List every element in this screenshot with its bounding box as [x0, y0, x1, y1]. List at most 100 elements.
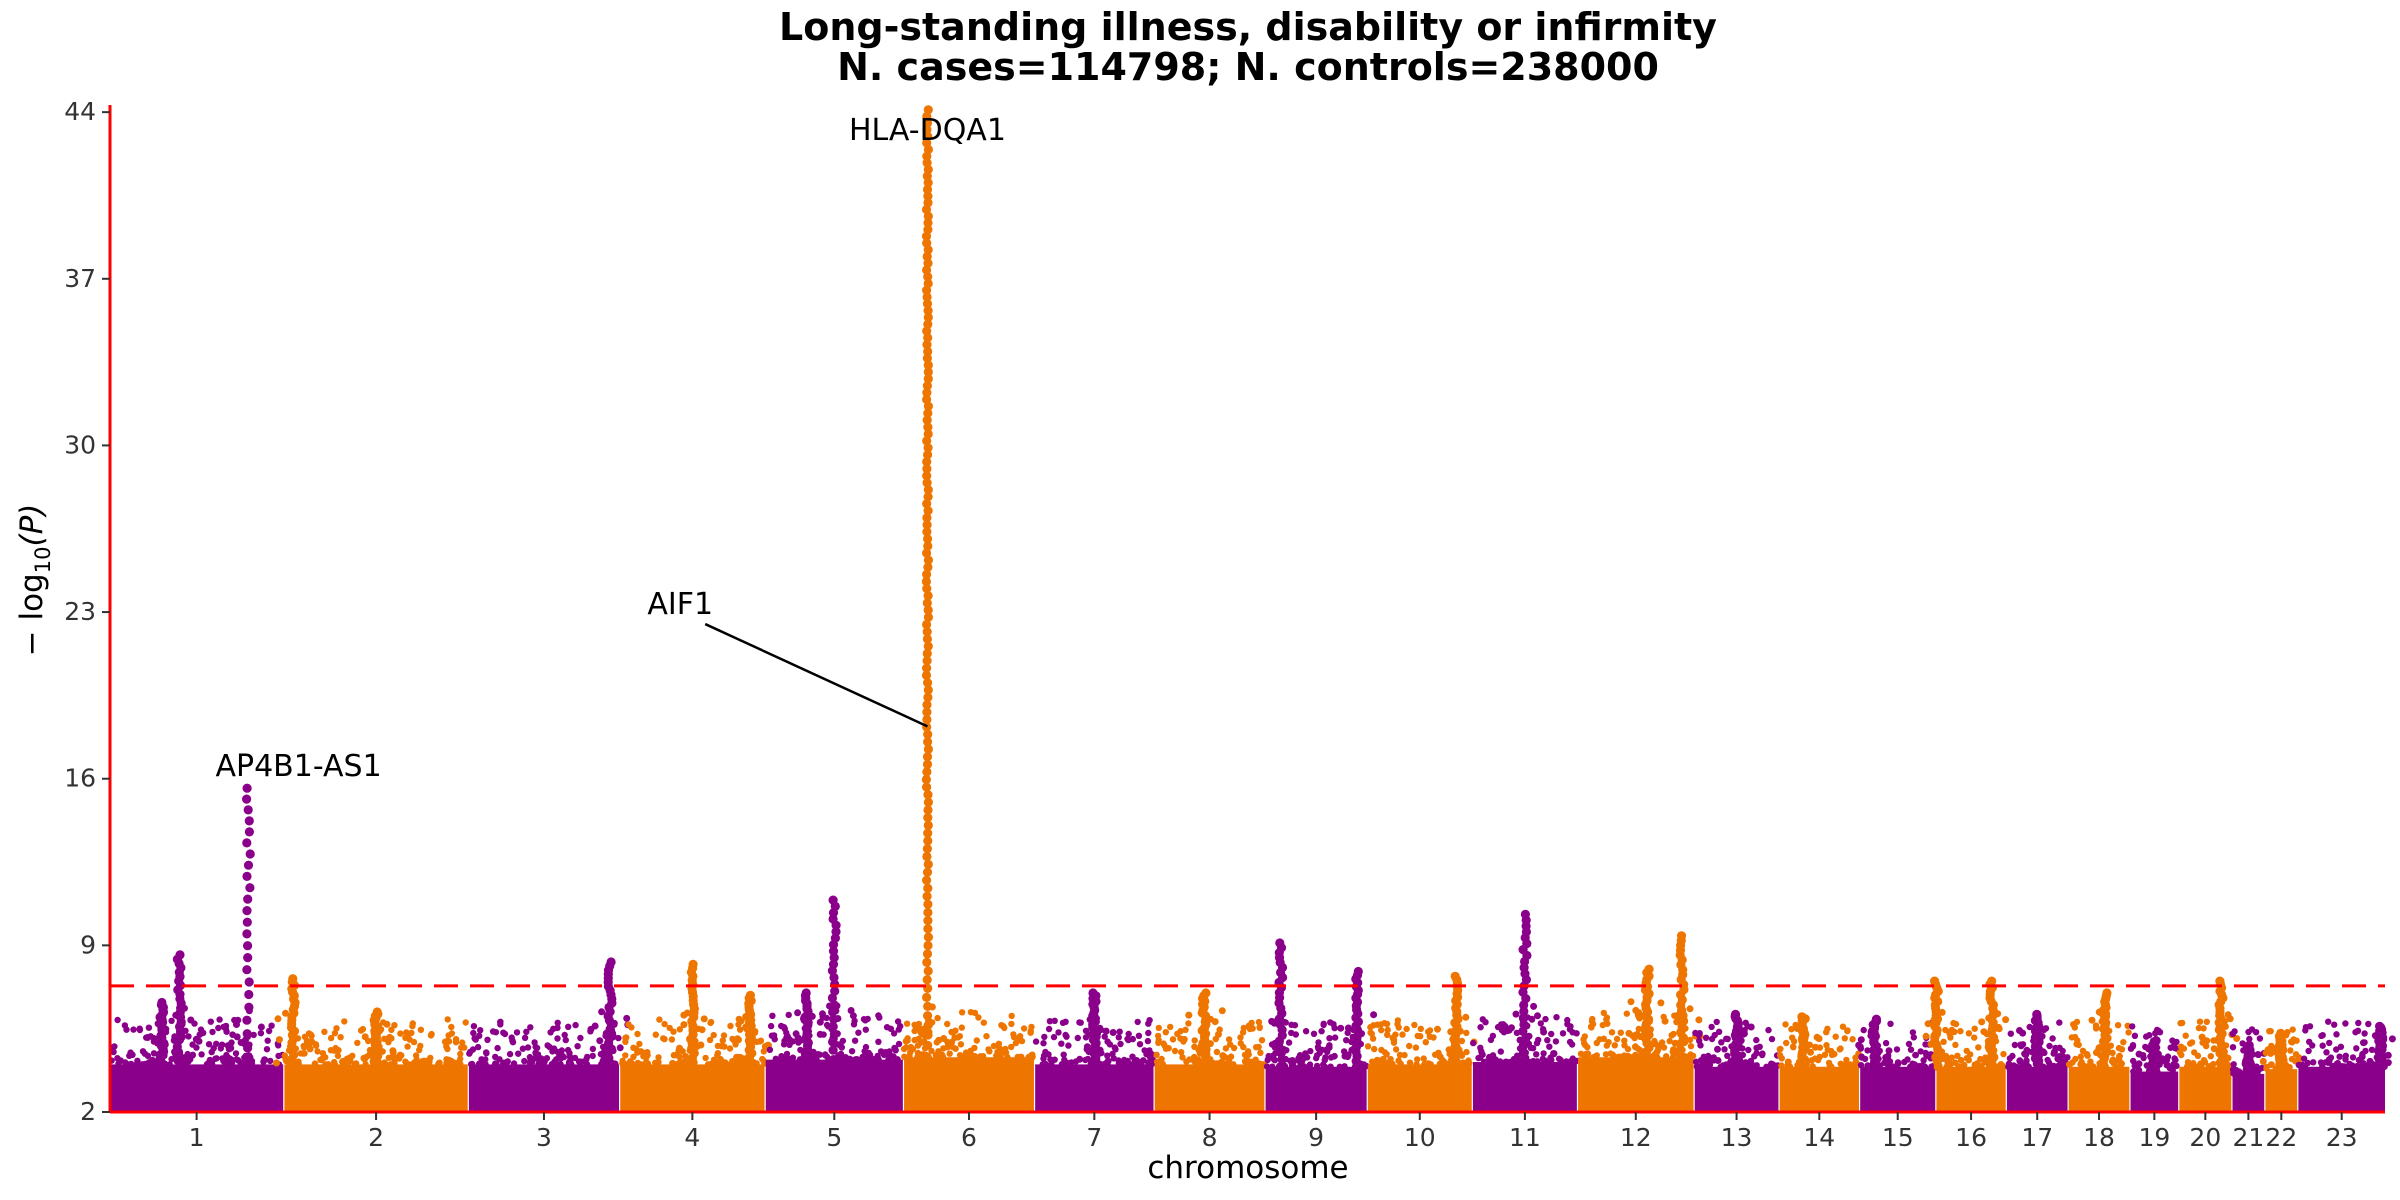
- snp-point: [883, 1023, 891, 1031]
- snp-point: [767, 1022, 775, 1030]
- snp-point: [998, 1021, 1005, 1029]
- snp-point: [2200, 1025, 2207, 1032]
- snp-point: [572, 1021, 579, 1029]
- snp-point: [2095, 1008, 2103, 1016]
- snp-point: [1417, 1025, 1425, 1033]
- peak-point: [922, 656, 932, 666]
- snp-point: [257, 1030, 265, 1037]
- peak-point: [244, 977, 254, 987]
- chromosome-3-peak: [587, 957, 632, 1069]
- chromosome-23-peak: [2358, 1021, 2396, 1072]
- snp-point: [1615, 1053, 1623, 1060]
- snp-point: [1617, 1029, 1625, 1036]
- peak-point: [1518, 1026, 1528, 1036]
- x-tick-label: 10: [1404, 1123, 1436, 1152]
- snp-point: [168, 1017, 175, 1024]
- snp-point: [370, 1029, 378, 1037]
- snp-point: [273, 1059, 280, 1067]
- snp-point: [2184, 1063, 2191, 1070]
- chart-title: Long-standing illness, disability or inf…: [779, 5, 1717, 49]
- snp-point: [526, 1053, 534, 1061]
- snp-point: [209, 1028, 216, 1036]
- peak-point: [923, 562, 933, 572]
- snp-point: [862, 1017, 869, 1024]
- snp-point: [1434, 1025, 1441, 1033]
- snp-point: [144, 1052, 152, 1060]
- snp-point: [625, 1021, 632, 1028]
- snp-point: [1724, 1035, 1731, 1043]
- snp-point: [1243, 1058, 1250, 1065]
- snp-point: [656, 1016, 663, 1023]
- snp-point: [346, 1054, 354, 1061]
- snp-point: [2000, 1050, 2007, 1058]
- snp-point: [2116, 1052, 2123, 1060]
- snp-point: [1180, 1035, 1188, 1043]
- peak-point: [923, 198, 933, 208]
- peak-point: [157, 997, 167, 1008]
- snp-point: [2288, 1055, 2296, 1063]
- annotation-leader-line: [704, 622, 928, 728]
- snp-point: [1669, 1053, 1677, 1061]
- snp-point: [352, 1060, 360, 1067]
- snp-point: [327, 1034, 335, 1042]
- snp-point: [1566, 1058, 1574, 1065]
- snp-point: [133, 1061, 140, 1068]
- chromosome-22-points: [2259, 1026, 2305, 1112]
- snp-point: [2310, 1059, 2317, 1066]
- snp-point: [1193, 1056, 1200, 1064]
- snp-point: [510, 1060, 518, 1067]
- snp-point: [1076, 1055, 1084, 1063]
- chromosome-20-peak: [2198, 976, 2241, 1072]
- snp-point: [1046, 1018, 1054, 1025]
- snp-point: [1692, 1058, 1700, 1066]
- snp-point: [483, 1049, 490, 1056]
- snp-point: [2256, 1035, 2264, 1042]
- peak-point: [923, 374, 933, 384]
- snp-point: [2059, 1047, 2066, 1055]
- snp-point: [735, 1036, 742, 1044]
- snp-point: [549, 1048, 556, 1055]
- snp-point: [1012, 1039, 1020, 1047]
- chromosome-1-peak: [225, 783, 269, 1069]
- snp-point: [2359, 1060, 2367, 1067]
- snp-point: [2319, 1063, 2326, 1070]
- snp-point: [995, 1040, 1003, 1048]
- snp-point: [1978, 1062, 1985, 1069]
- chromosome-18-peak: [2088, 988, 2123, 1072]
- snp-point: [519, 1045, 527, 1052]
- snp-point: [1724, 1052, 1731, 1060]
- snp-point: [480, 1058, 487, 1065]
- snp-point: [1263, 1063, 1271, 1070]
- snp-point: [1327, 1063, 1334, 1070]
- snp-point: [2368, 1046, 2376, 1054]
- peak-point: [922, 957, 932, 968]
- snp-point: [583, 1061, 591, 1068]
- snp-point: [730, 1060, 738, 1068]
- snp-point: [1045, 1051, 1052, 1058]
- snp-point: [1427, 1061, 1435, 1068]
- snp-point: [1800, 1023, 1808, 1031]
- snp-point: [1042, 1060, 1049, 1068]
- snp-point: [1952, 1041, 1959, 1049]
- annotation-label: AIF1: [647, 587, 713, 622]
- snp-point: [1313, 1054, 1320, 1062]
- snp-point: [1552, 1038, 1560, 1045]
- chromosome-9-points: [1263, 938, 1378, 1112]
- peak-point: [922, 634, 933, 644]
- peak-point: [923, 797, 934, 807]
- snp-point: [1624, 1045, 1632, 1053]
- x-tick-label: 3: [536, 1123, 552, 1152]
- snp-point: [1367, 1029, 1374, 1036]
- chromosome-13-background-band: [1694, 1066, 1779, 1112]
- peak-point: [922, 663, 932, 673]
- snp-point: [962, 1049, 970, 1056]
- snp-point: [2302, 1027, 2309, 1034]
- snp-point: [216, 1016, 223, 1023]
- snp-point: [1916, 1063, 1923, 1070]
- x-tick-label: 7: [1086, 1123, 1102, 1152]
- peak-point: [922, 714, 932, 725]
- snp-point: [234, 1016, 242, 1024]
- chromosome-16-peak: [1978, 976, 2010, 1072]
- snp-point: [1749, 1062, 1757, 1069]
- snp-point: [314, 1048, 321, 1055]
